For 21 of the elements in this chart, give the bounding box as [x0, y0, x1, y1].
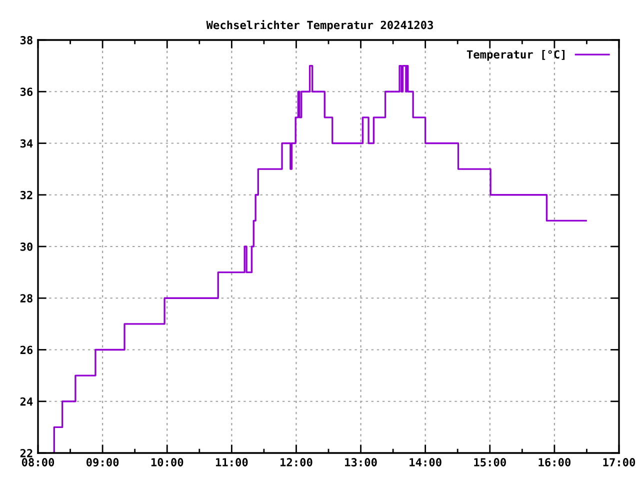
x-tick-label: 09:00: [86, 458, 119, 467]
y-tick-label: 32: [20, 190, 32, 200]
x-tick-label: 13:00: [345, 458, 377, 466]
x-tick-label: 16:00: [538, 458, 570, 466]
chart-title: Wechselrichter Temperatur 20241203: [206, 20, 434, 32]
y-tick-label: 34: [20, 139, 33, 148]
y-tick-label: 24: [20, 397, 33, 406]
y-tick-label: 22: [20, 448, 32, 458]
x-tick-label: 12:00: [280, 458, 312, 466]
x-tick-label: 15:00: [474, 458, 506, 466]
x-tick-label: 17:00: [603, 458, 636, 466]
y-tick-label: 28: [20, 294, 32, 303]
y-tick-label: 30: [20, 242, 32, 251]
legend-label: Temperatur [°C]: [466, 50, 564, 61]
x-tick-label: 11:00: [216, 458, 248, 466]
x-tick-label: 14:00: [410, 458, 442, 466]
y-tick-label: 36: [20, 88, 33, 96]
y-tick-label: 26: [20, 346, 33, 354]
y-tick-label: 38: [20, 36, 32, 44]
x-tick-label: 08:00: [22, 458, 54, 466]
x-tick-label: 10:00: [151, 458, 184, 466]
